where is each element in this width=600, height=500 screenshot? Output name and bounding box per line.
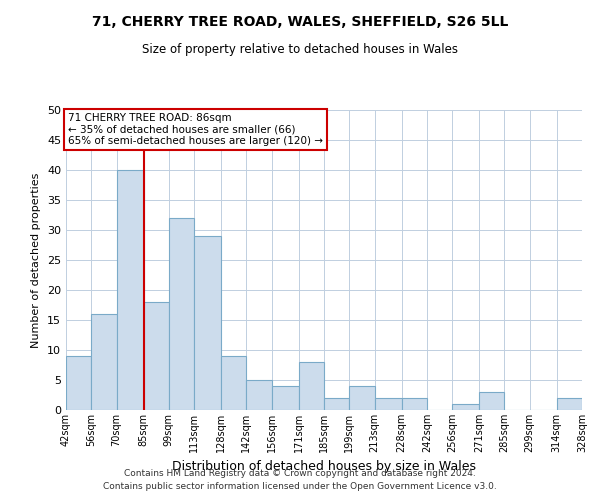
Bar [349,386,374,410]
Text: 71 CHERRY TREE ROAD: 86sqm
← 35% of detached houses are smaller (66)
65% of semi: 71 CHERRY TREE ROAD: 86sqm ← 35% of deta… [68,113,323,146]
Text: 71, CHERRY TREE ROAD, WALES, SHEFFIELD, S26 5LL: 71, CHERRY TREE ROAD, WALES, SHEFFIELD, … [92,15,508,29]
Bar [221,356,247,410]
Bar [374,398,401,410]
Text: Contains public sector information licensed under the Open Government Licence v3: Contains public sector information licen… [103,482,497,491]
Text: Contains HM Land Registry data © Crown copyright and database right 2024.: Contains HM Land Registry data © Crown c… [124,468,476,477]
Bar [324,398,349,410]
Bar [247,380,272,410]
Bar [272,386,299,410]
Text: Size of property relative to detached houses in Wales: Size of property relative to detached ho… [142,42,458,56]
Bar [143,302,169,410]
X-axis label: Distribution of detached houses by size in Wales: Distribution of detached houses by size … [172,460,476,473]
Y-axis label: Number of detached properties: Number of detached properties [31,172,41,348]
Bar [299,362,324,410]
Bar [194,236,221,410]
Bar [169,218,194,410]
Bar [91,314,116,410]
Bar [557,398,582,410]
Bar [116,170,143,410]
Bar [479,392,505,410]
Bar [401,398,427,410]
Bar [66,356,91,410]
Bar [452,404,479,410]
